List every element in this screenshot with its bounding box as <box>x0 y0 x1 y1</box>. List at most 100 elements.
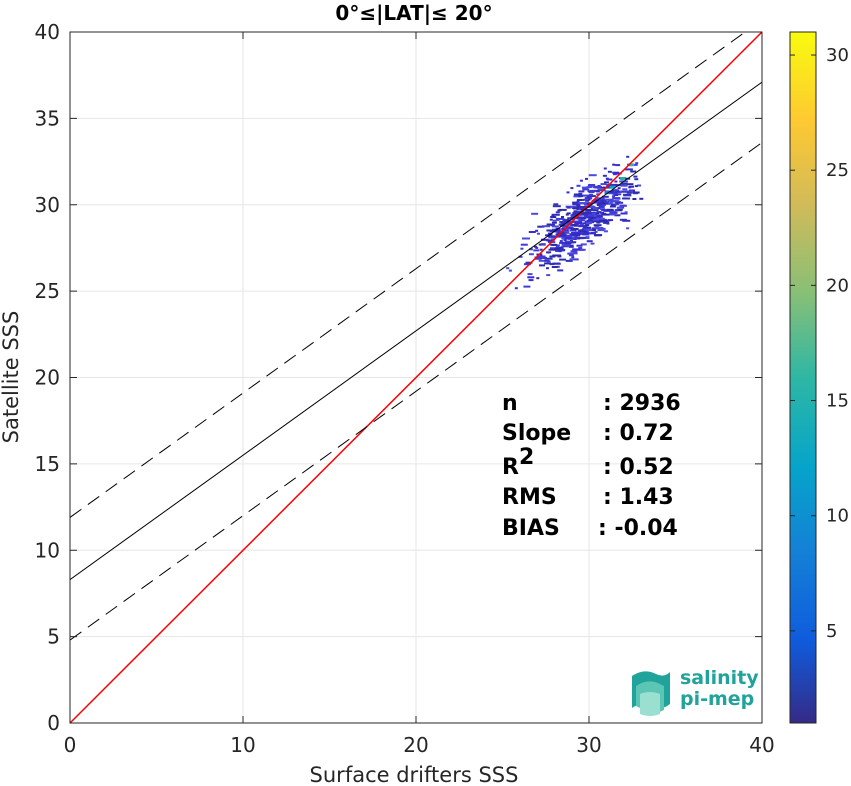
data-point-dense <box>604 190 610 194</box>
data-point <box>633 192 639 195</box>
data-point <box>565 240 572 243</box>
data-point <box>588 205 596 208</box>
data-point <box>600 204 605 207</box>
data-point <box>588 174 597 177</box>
data-point <box>624 168 633 171</box>
data-point <box>634 178 639 181</box>
data-point <box>574 236 578 238</box>
data-point <box>594 200 600 203</box>
data-point <box>582 194 591 197</box>
data-point <box>629 185 634 188</box>
data-point-dense <box>609 185 615 189</box>
data-point <box>606 208 614 211</box>
data-point <box>571 213 578 216</box>
data-point-dense <box>620 177 626 181</box>
data-point <box>563 239 567 242</box>
stat-value: : 0.52 <box>603 455 674 480</box>
data-point <box>596 217 605 220</box>
data-point <box>552 223 555 226</box>
data-point <box>552 205 561 208</box>
data-point <box>574 248 582 251</box>
data-point <box>590 242 595 245</box>
data-point <box>583 211 592 214</box>
wave-logo-icon <box>632 671 670 716</box>
data-point <box>565 213 569 216</box>
data-point <box>553 254 561 257</box>
data-point <box>569 206 577 209</box>
y-tick-label: 35 <box>35 106 60 130</box>
data-point <box>594 230 598 233</box>
data-point <box>560 233 567 236</box>
data-point <box>594 234 601 237</box>
y-tick-label: 25 <box>35 279 60 303</box>
data-point <box>528 231 536 233</box>
data-point <box>546 239 553 242</box>
data-point <box>590 232 596 235</box>
colorbar-tick-label: 5 <box>826 621 837 642</box>
data-point <box>550 224 554 227</box>
data-point <box>555 250 560 252</box>
data-point <box>626 191 633 194</box>
data-point <box>573 202 580 205</box>
data-point <box>527 276 535 279</box>
data-point <box>635 162 639 165</box>
x-tick-label: 30 <box>576 733 601 757</box>
data-point <box>579 248 584 251</box>
data-point <box>520 247 524 250</box>
data-point <box>597 229 605 232</box>
data-point <box>573 210 577 213</box>
data-point <box>585 177 588 180</box>
data-point <box>546 267 549 270</box>
data-point <box>508 269 512 272</box>
data-point <box>596 193 600 196</box>
data-point <box>561 216 564 218</box>
data-point <box>622 188 628 191</box>
data-point <box>541 243 546 246</box>
data-point <box>585 199 590 202</box>
stat-value: : -0.04 <box>598 516 678 541</box>
data-point <box>558 208 567 211</box>
data-point <box>573 258 579 261</box>
data-point <box>610 200 614 203</box>
data-point <box>609 213 617 216</box>
data-point <box>587 198 591 201</box>
data-point <box>600 183 607 186</box>
data-point <box>550 216 557 218</box>
stat-label: Slope <box>502 421 571 446</box>
data-point <box>570 240 573 242</box>
data-point <box>522 237 530 240</box>
logo-text-line1: salinity <box>680 667 759 689</box>
data-point <box>570 187 574 190</box>
data-point <box>525 261 533 264</box>
data-point <box>566 191 570 194</box>
data-point <box>584 203 588 206</box>
data-point <box>582 227 587 229</box>
stat-value: : 1.43 <box>603 485 674 510</box>
data-point <box>623 177 631 180</box>
data-point <box>574 216 583 219</box>
x-axis-ticks: 0 10 20 30 40 <box>64 32 775 757</box>
data-point <box>572 212 581 215</box>
data-point <box>534 257 542 260</box>
data-point <box>592 207 598 210</box>
y-tick-label: 0 <box>47 711 60 735</box>
data-point <box>586 195 592 198</box>
data-point <box>565 259 573 262</box>
data-point <box>606 190 615 193</box>
data-point <box>520 243 528 246</box>
stat-label: RMS <box>502 485 557 510</box>
data-point <box>593 199 599 202</box>
data-point <box>599 219 608 222</box>
data-point <box>616 184 625 187</box>
data-point <box>592 212 600 215</box>
y-tick-label: 10 <box>35 538 60 562</box>
data-point <box>568 245 574 248</box>
data-point <box>556 245 559 248</box>
data-point <box>589 195 596 198</box>
data-point <box>619 204 626 207</box>
x-axis-label: Surface drifters SSS <box>310 763 519 786</box>
data-point <box>552 219 557 222</box>
data-point <box>591 227 598 230</box>
chart-title: 0°≤|LAT|≤ 20° <box>335 1 492 25</box>
data-point <box>607 202 613 205</box>
